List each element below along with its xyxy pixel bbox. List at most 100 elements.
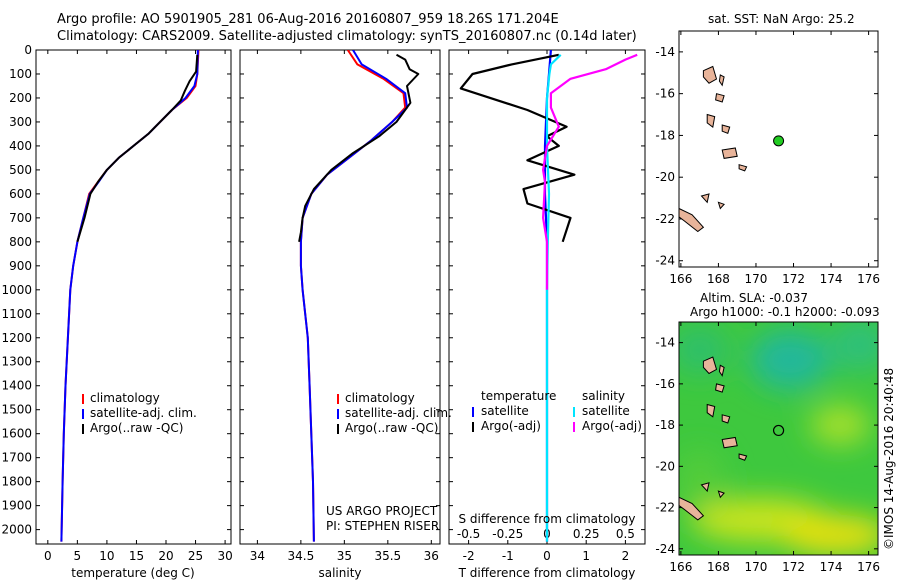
x-tick-label: 34 [250,549,265,563]
island [718,364,725,377]
map-x-tick-label: 172 [782,560,805,574]
island [717,490,725,499]
island [738,453,748,461]
x-tick-label: 25 [188,549,203,563]
island [721,147,738,159]
legend-label: climatology [345,391,415,405]
x-tick-label: 35.5 [374,549,401,563]
sla-map: 166 168 170 172 174 176 -14 -16 -18 -20 -22 -24 [655,321,880,574]
legend-label: satellite [582,404,630,418]
pi-credit: PI: STEPHEN RISER [326,519,439,533]
map-y-tick-label: -22 [655,212,675,226]
x-tick-label: 35 [337,549,352,563]
x-tick-label: -2 [463,549,475,563]
x-tick-label: 34.5 [288,549,315,563]
map-y-tick-label: -16 [655,87,675,101]
map-x-tick-label: 170 [745,272,768,286]
sla-map-title-1: Altim. SLA: -0.037 [700,291,808,305]
map-x-tick-label: 174 [820,560,843,574]
legend-title: temperature [481,389,556,403]
y-tick-label: 800 [9,235,32,249]
y-tick-label: 1900 [1,499,32,513]
s-tick-label: -0.25 [492,527,523,541]
y-tick-label: 1500 [1,403,32,417]
island [700,482,710,493]
s-tick-label: -0.5 [457,527,480,541]
series-group [459,50,638,542]
map-y-tick-label: -14 [655,45,675,59]
x-tick-label: 0 [543,549,551,563]
map-x-tick-label: 176 [857,272,880,286]
legend-title: salinity [582,389,625,403]
map-y-tick-label: -24 [655,542,675,556]
map-y-tick-label: -14 [655,336,675,350]
map-x-tick-label: 170 [745,560,768,574]
y-tick-label: 0 [24,43,32,57]
island [738,164,748,172]
y-tick-label: 200 [9,91,32,105]
x-tick-label: 20 [158,549,173,563]
float-marker [773,135,785,147]
legend-label: climatology [90,391,160,405]
map-x-tick-label: 176 [857,560,880,574]
y-tick-label: 1400 [1,379,32,393]
series-group [298,50,420,542]
island [700,193,710,204]
legend-label: Argo(..raw -QC) [90,421,183,435]
salinity-panel-frame [239,49,441,545]
legend-label: satellite-adj. clim. [90,406,197,420]
y-tick-label: 500 [9,163,32,177]
map-y-tick-label: -20 [655,459,675,473]
y-tick-label: 1000 [1,283,32,297]
island [715,383,725,393]
temperature-panel-frame [35,49,232,545]
map-y-tick-label: -20 [655,170,675,184]
map-x-tick-label: 166 [669,272,692,286]
y-tick-label: 600 [9,187,32,201]
map-x-tick-label: 172 [782,272,805,286]
island [721,414,731,424]
legend-label: Argo(-adj) [582,419,642,433]
x-axis-label: T difference from climatology [458,566,636,580]
x-tick-label: 10 [99,549,114,563]
y-tick-label: 2000 [1,523,32,537]
legend-label: Argo(..raw -QC) [345,421,438,435]
x-axis-label: salinity [318,566,361,580]
map-x-tick-label: 174 [820,272,843,286]
y-tick-label: 1600 [1,427,32,441]
x-tick-label: 30 [217,549,232,563]
island [678,496,705,521]
x-tick-label: 1 [582,549,590,563]
island [721,124,731,134]
y-tick-label: 1800 [1,475,32,489]
sst-map: 166 168 170 172 174 176 -14 -16 -18 -20 -22 -24 [655,30,880,286]
x-tick-label: 0 [44,549,52,563]
map-x-tick-label: 168 [707,560,730,574]
legend-label: satellite-adj. clim. [345,406,452,420]
series-line-satellite-adj-clim- [299,50,408,542]
y-tick-label: 100 [9,67,32,81]
x-axis-label: temperature (deg C) [71,566,194,580]
map-x-tick-label: 166 [669,560,692,574]
float-marker [772,424,785,437]
series-line-climatology [60,50,200,542]
project-credit: US ARGO PROJECT [326,504,438,518]
y-tick-label: 900 [9,259,32,273]
map-y-tick-label: -22 [655,501,675,515]
sst-map-title: sat. SST: NaN Argo: 25.2 [708,12,855,26]
map-y-tick-label: -18 [655,128,675,142]
map-y-tick-label: -18 [655,418,675,432]
island [706,403,716,418]
difference-panel: -2 -1 0 1 2-0.5 -0.25 0 0.25 0.5S difference fro… [449,49,645,580]
island [702,356,718,375]
x-tick-label: 5 [74,549,82,563]
y-tick-label: 1300 [1,355,32,369]
x-tick-label: 15 [129,549,144,563]
series-group [60,50,200,542]
salinity-panel: 34 34.5 35 35.5 36 salinity climatologysatelli… [240,49,452,580]
series-line-salinity-argo-adj- [541,53,638,290]
s-tick-label: 0.5 [616,527,635,541]
s-tick-label: 0.25 [573,527,600,541]
imos-credit: ©IMOS 14-Aug-2016 20:40:48 [882,368,896,550]
